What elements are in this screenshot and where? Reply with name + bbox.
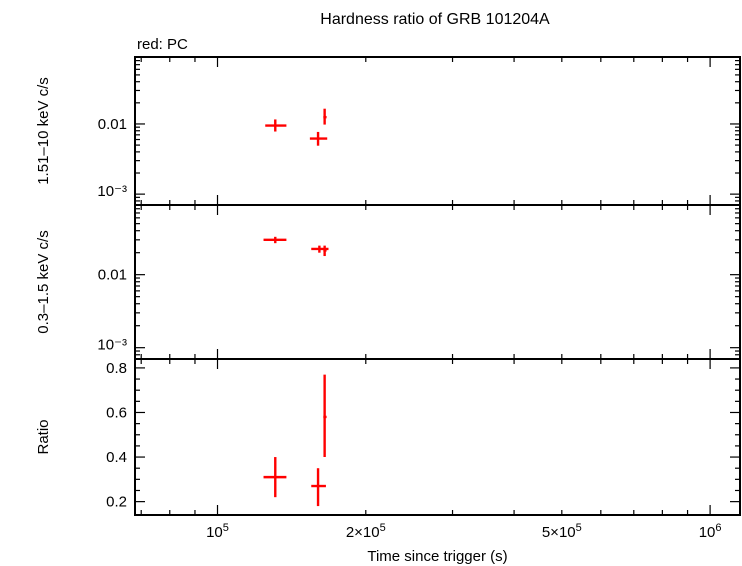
panel-soft-ylabel: 0.3–1.5 keV c/s: [35, 230, 52, 333]
panel-hard-point-1: [309, 131, 328, 146]
panel-soft-point-2: [323, 245, 327, 257]
panel-ratio-point-2: [323, 374, 327, 458]
panel-soft-ytick-label: 10⁻³: [97, 337, 127, 354]
panel-hard-ylabel: 1.51–10 keV c/s: [35, 77, 52, 185]
chart-panels: 0.01 10⁻³ 1.51–10 keV c/s 0.01 10⁻³ 0.3–1.5 k…: [35, 56, 741, 565]
panel-ratio-point-0: [263, 457, 287, 498]
panel-soft-point-0: [263, 236, 287, 244]
panel-ratio-xtick-label: 2×105: [346, 522, 386, 541]
panel-ratio-xtick-label: 5×105: [542, 522, 582, 541]
panel-hard-ytick-label: 10⁻³: [97, 183, 127, 200]
panel-ratio-point-1: [311, 468, 326, 507]
panel-ratio-ytick-label: 0.4: [106, 449, 127, 466]
panel-ratio-ytick-label: 0.8: [106, 360, 127, 377]
panel-ratio-xtick-label: 105: [206, 522, 229, 541]
chart-title: Hardness ratio of GRB 101204A: [320, 11, 550, 28]
panel-ratio-xlabel: Time since trigger (s): [367, 548, 507, 565]
panel-hard-frame: [134, 56, 741, 206]
panel-hard-point-0: [265, 119, 287, 132]
legend-note: red: PC: [137, 36, 188, 53]
panel-ratio-ytick-label: 0.6: [106, 404, 127, 421]
panel-soft-ytick-label: 0.01: [98, 267, 127, 284]
panel-soft-frame: [134, 204, 741, 360]
panel-ratio-ytick-label: 0.2: [106, 494, 127, 511]
panel-hard-point-2: [323, 108, 327, 125]
panel-hard-ytick-label: 0.01: [98, 116, 127, 133]
panel-ratio-frame: [134, 358, 741, 516]
panel-ratio-xtick-label: 106: [699, 522, 722, 541]
panel-soft-point-1: [311, 245, 329, 253]
panel-ratio-ylabel: Ratio: [35, 419, 52, 454]
